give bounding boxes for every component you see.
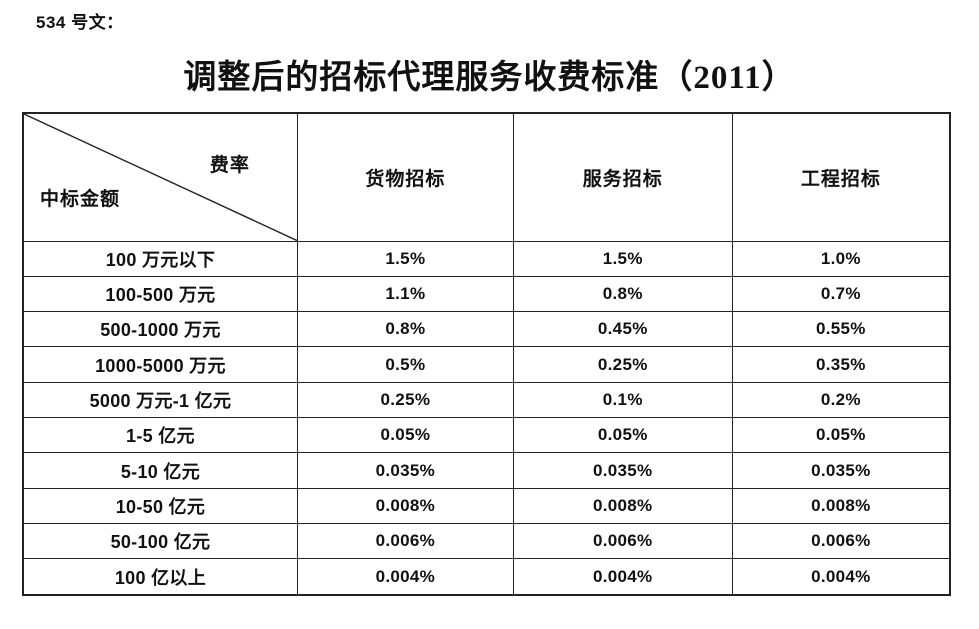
table-row: 5-10 亿元 0.035% 0.035% 0.035%	[22, 452, 951, 489]
fee-standard-table: 费率 中标金额 货物招标 服务招标 工程招标 100 万元以下 1.5% 1.5…	[22, 112, 951, 596]
fee-value: 0.05%	[731, 417, 951, 454]
table-row: 10-50 亿元 0.008% 0.008% 0.008%	[22, 487, 951, 525]
table-row: 100 亿以上 0.004% 0.004% 0.004%	[22, 558, 951, 596]
column-header-goods: 货物招标	[296, 112, 514, 242]
fee-value: 0.35%	[731, 346, 951, 383]
row-label: 10-50 亿元	[22, 487, 298, 525]
fee-value: 0.006%	[512, 523, 733, 560]
diagonal-divider-line	[24, 114, 297, 241]
fee-value: 0.004%	[731, 558, 951, 596]
fee-value: 1.1%	[296, 275, 514, 313]
fee-value: 0.008%	[731, 487, 951, 525]
row-label: 1000-5000 万元	[22, 346, 298, 383]
fee-value: 1.5%	[512, 240, 733, 277]
fee-value: 0.8%	[296, 311, 514, 348]
fee-value: 0.1%	[512, 381, 733, 419]
table-row: 1000-5000 万元 0.5% 0.25% 0.35%	[22, 346, 951, 383]
table-row: 50-100 亿元 0.006% 0.006% 0.006%	[22, 523, 951, 560]
row-label: 50-100 亿元	[22, 523, 298, 560]
table-row: 100-500 万元 1.1% 0.8% 0.7%	[22, 275, 951, 313]
fee-value: 0.035%	[512, 452, 733, 489]
doc-reference-number: 534 号文：	[36, 13, 124, 32]
fee-value: 0.035%	[296, 452, 514, 489]
table-row: 100 万元以下 1.5% 1.5% 1.0%	[22, 240, 951, 277]
fee-value: 1.5%	[296, 240, 514, 277]
fee-value: 0.45%	[512, 311, 733, 348]
fee-value: 0.006%	[296, 523, 514, 560]
row-label: 100 万元以下	[22, 240, 298, 277]
fee-value: 0.7%	[731, 275, 951, 313]
row-label: 500-1000 万元	[22, 311, 298, 348]
corner-label-fee-rate: 费率	[209, 155, 250, 176]
table-row: 500-1000 万元 0.8% 0.45% 0.55%	[22, 311, 951, 348]
fee-value: 0.5%	[296, 346, 514, 383]
fee-value: 0.55%	[731, 311, 951, 348]
table-header-row: 费率 中标金额 货物招标 服务招标 工程招标	[22, 112, 951, 242]
row-label: 5-10 亿元	[22, 452, 298, 489]
fee-value: 0.25%	[296, 381, 514, 419]
fee-value: 0.05%	[296, 417, 514, 454]
row-label: 1-5 亿元	[22, 417, 298, 454]
fee-value: 0.05%	[512, 417, 733, 454]
fee-value: 1.0%	[731, 240, 951, 277]
table-row: 5000 万元-1 亿元 0.25% 0.1% 0.2%	[22, 381, 951, 419]
column-header-engineering: 工程招标	[731, 112, 951, 242]
column-header-services: 服务招标	[512, 112, 733, 242]
fee-value: 0.25%	[512, 346, 733, 383]
fee-value: 0.8%	[512, 275, 733, 313]
fee-value: 0.008%	[512, 487, 733, 525]
table-row: 1-5 亿元 0.05% 0.05% 0.05%	[22, 417, 951, 454]
corner-label-bid-amount: 中标金额	[40, 188, 121, 210]
fee-value: 0.004%	[512, 558, 733, 596]
fee-value: 0.006%	[731, 523, 951, 560]
row-label: 100 亿以上	[22, 558, 298, 596]
fee-value: 0.035%	[731, 452, 951, 489]
fee-value: 0.004%	[296, 558, 514, 596]
row-label: 5000 万元-1 亿元	[22, 381, 298, 419]
fee-value: 0.008%	[296, 487, 514, 525]
fee-value: 0.2%	[731, 381, 951, 419]
page-title: 调整后的招标代理服务收费标准（2011）	[183, 60, 796, 96]
row-label: 100-500 万元	[22, 275, 298, 313]
table-corner-header: 费率 中标金额	[22, 112, 298, 242]
